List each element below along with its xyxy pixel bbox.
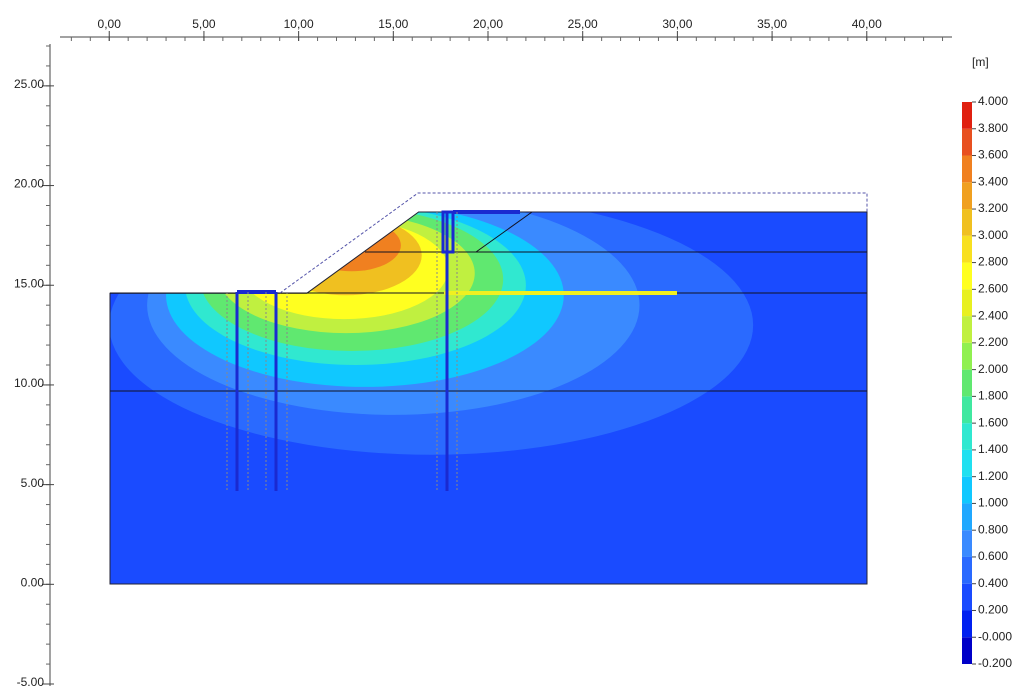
colorbar-band xyxy=(962,476,972,504)
colorbar-tick-label: 3.400 xyxy=(978,174,1008,188)
colorbar-band xyxy=(962,128,972,156)
colorbar-tick-label: 3.600 xyxy=(978,148,1008,162)
colorbar-band xyxy=(962,155,972,183)
y-tick-label: 15.00 xyxy=(14,276,44,290)
colorbar-band xyxy=(962,503,972,531)
y-tick-label: 20.00 xyxy=(14,177,44,191)
colorbar: [m] -0.200 -0.000 0.200 0.400 0.600 0.800 1.00… xyxy=(962,55,1012,670)
colorbar-tick-label: 2.400 xyxy=(978,308,1008,322)
colorbar-tick-label: 3.000 xyxy=(978,228,1008,242)
colorbar-tick-label: 1.200 xyxy=(978,469,1008,483)
x-tick-label: 0,00 xyxy=(98,17,122,31)
colorbar-band xyxy=(962,637,972,664)
colorbar-band xyxy=(962,262,972,290)
colorbar-tick-label: 0.600 xyxy=(978,549,1008,563)
colorbar-tick-label: 1.400 xyxy=(978,442,1008,456)
x-tick-label: 35,00 xyxy=(757,17,787,31)
colorbar-tick-label: 1.800 xyxy=(978,389,1008,403)
colorbar-tick-label: 3.800 xyxy=(978,121,1008,135)
colorbar-band xyxy=(962,449,972,477)
colorbar-tick-label: 0.200 xyxy=(978,603,1008,617)
colorbar-band xyxy=(962,369,972,397)
colorbar-band xyxy=(962,289,972,317)
x-tick-label: 10,00 xyxy=(284,17,314,31)
x-tick-label: 20,00 xyxy=(473,17,503,31)
x-tick-label: 30,00 xyxy=(662,17,692,31)
colorbar-tick-label: 0.800 xyxy=(978,522,1008,536)
strut xyxy=(441,210,455,254)
initial-geometry xyxy=(279,192,868,294)
x-tick-label: 25,00 xyxy=(568,17,598,31)
colorbar-band xyxy=(962,102,972,129)
layer-boundary xyxy=(475,211,533,253)
colorbar-unit: [m] xyxy=(972,55,989,69)
x-tick-label: 15,00 xyxy=(378,17,408,31)
colorbar-band xyxy=(962,530,972,557)
colorbar-band xyxy=(962,610,972,638)
y-tick-label: -5.00 xyxy=(17,675,45,686)
colorbar-band xyxy=(962,342,972,370)
colorbar-tick-label: 1.000 xyxy=(978,496,1008,510)
colorbar-tick-label: 2.800 xyxy=(978,255,1008,269)
colorbar-band xyxy=(962,423,972,450)
colorbar-band xyxy=(962,316,972,343)
y-tick-label: 5.00 xyxy=(21,476,45,490)
colorbar-tick-label: -0.000 xyxy=(978,629,1012,643)
colorbar-tick-label: 2.000 xyxy=(978,362,1008,376)
axes: 0,00 5,00 10,00 15,00 20,00 25,00 30,00 35,00 40… xyxy=(14,17,952,686)
colorbar-tick-label: 3.200 xyxy=(978,201,1008,215)
colorbar-band xyxy=(962,235,972,263)
x-tick-label: 5,00 xyxy=(192,17,216,31)
y-tick-label: 25.00 xyxy=(14,77,44,91)
colorbar-tick-label: 2.200 xyxy=(978,335,1008,349)
colorbar-tick-label: 4.000 xyxy=(978,94,1008,108)
x-tick-label: 40,00 xyxy=(852,17,882,31)
colorbar-band xyxy=(962,556,972,584)
contour-field xyxy=(110,212,867,584)
colorbar-band xyxy=(962,583,972,611)
colorbar-band xyxy=(962,182,972,210)
colorbar-band xyxy=(962,396,972,424)
y-tick-label: 0.00 xyxy=(21,575,45,589)
structure xyxy=(109,192,868,585)
colorbar-tick-label: 1.600 xyxy=(978,415,1008,429)
y-tick-label: 10.00 xyxy=(14,376,44,390)
colorbar-tick-label: 2.600 xyxy=(978,282,1008,296)
colorbar-band xyxy=(962,209,972,236)
contour-region xyxy=(302,219,401,272)
colorbar-tick-label: -0.200 xyxy=(978,656,1012,670)
colorbar-tick-label: 0.400 xyxy=(978,576,1008,590)
